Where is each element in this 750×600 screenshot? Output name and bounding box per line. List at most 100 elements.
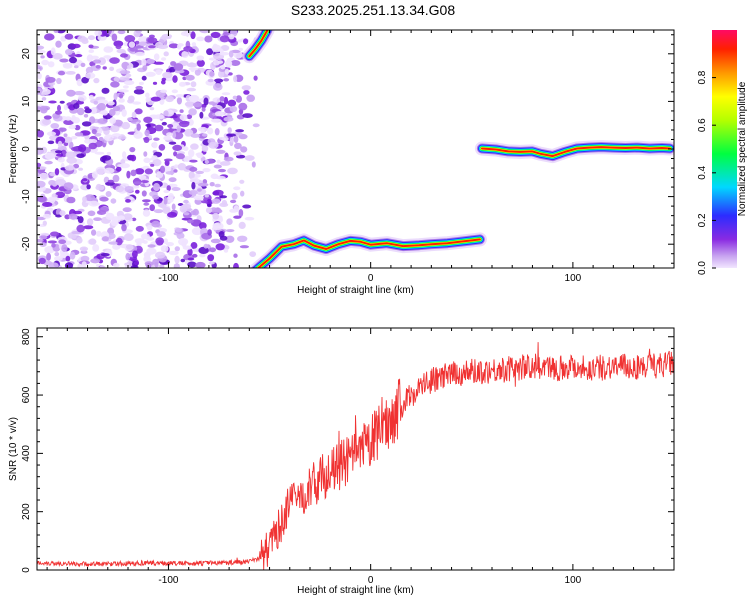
noise-blob bbox=[214, 111, 224, 117]
noise-blob bbox=[99, 196, 109, 202]
snr-y-tick-label: 400 bbox=[21, 445, 32, 462]
noise-blob bbox=[80, 62, 86, 68]
noise-blob bbox=[107, 179, 115, 183]
noise-blob bbox=[115, 237, 123, 246]
noise-blob bbox=[120, 159, 126, 165]
noise-blob bbox=[192, 102, 202, 108]
colorbar-tick-label: 0.4 bbox=[697, 165, 708, 179]
noise-blob bbox=[57, 157, 65, 163]
noise-blob bbox=[74, 65, 79, 69]
noise-blob bbox=[224, 68, 230, 75]
noise-blob bbox=[179, 114, 188, 121]
noise-blob bbox=[42, 220, 47, 226]
noise-blob bbox=[117, 30, 126, 35]
spectrogram-x-tick-label: -100 bbox=[158, 273, 178, 284]
noise-blob bbox=[147, 37, 158, 44]
noise-blob bbox=[199, 253, 206, 258]
noise-blob bbox=[115, 185, 125, 193]
noise-blob bbox=[65, 48, 73, 56]
noise-blob bbox=[69, 56, 77, 64]
noise-blob bbox=[168, 250, 179, 256]
noise-blob bbox=[87, 210, 96, 217]
noise-blob bbox=[124, 262, 130, 266]
noise-blob bbox=[71, 115, 76, 120]
noise-blob bbox=[109, 57, 120, 64]
noise-blob bbox=[138, 81, 144, 86]
noise-blob bbox=[133, 181, 142, 185]
noise-blob bbox=[168, 43, 179, 49]
noise-blob bbox=[181, 51, 189, 58]
noise-blob bbox=[163, 238, 168, 245]
noise-blob bbox=[41, 97, 47, 101]
noise-blob bbox=[207, 254, 215, 262]
noise-blob bbox=[179, 109, 184, 113]
noise-blob bbox=[80, 255, 90, 262]
noise-blob bbox=[37, 50, 46, 54]
noise-blob bbox=[207, 203, 212, 208]
noise-blob bbox=[65, 151, 77, 159]
noise-blob bbox=[165, 171, 175, 175]
noise-blob bbox=[215, 175, 226, 180]
noise-blob bbox=[176, 232, 185, 240]
noise-blob bbox=[142, 199, 151, 203]
noise-blob bbox=[82, 178, 88, 182]
noise-blob bbox=[175, 153, 185, 160]
snr-x-label: Height of straight line (km) bbox=[297, 585, 414, 596]
noise-blob bbox=[86, 218, 94, 226]
colorbar-tick-label: 0.6 bbox=[697, 118, 708, 132]
noise-blob bbox=[161, 57, 167, 61]
noise-blob bbox=[59, 58, 69, 63]
noise-blob bbox=[58, 127, 67, 132]
noise-blob bbox=[64, 214, 71, 220]
noise-blob bbox=[37, 166, 47, 170]
noise-blob bbox=[149, 107, 155, 111]
noise-blob bbox=[156, 231, 166, 238]
noise-blob bbox=[122, 85, 129, 89]
noise-blob bbox=[204, 35, 213, 43]
noise-blob bbox=[204, 193, 209, 198]
noise-blob bbox=[96, 210, 107, 215]
noise-blob bbox=[70, 136, 78, 140]
noise-blob bbox=[117, 164, 124, 168]
noise-blob bbox=[90, 107, 97, 115]
noise-blob bbox=[183, 46, 193, 52]
noise-blob bbox=[147, 244, 156, 248]
noise-blob bbox=[40, 88, 51, 96]
noise-blob bbox=[186, 87, 197, 92]
noise-blob bbox=[153, 61, 164, 65]
colorbar-label: Normalized spectral amplitude bbox=[737, 81, 748, 216]
noise-blob bbox=[115, 45, 122, 50]
snr-x-tick-label: -100 bbox=[158, 575, 178, 586]
noise-blob bbox=[190, 242, 198, 249]
noise-blob bbox=[190, 81, 197, 88]
noise-blob bbox=[227, 99, 237, 107]
noise-blob bbox=[40, 55, 45, 59]
noise-blob bbox=[212, 212, 219, 220]
noise-blob bbox=[165, 242, 174, 247]
noise-blob bbox=[154, 114, 165, 120]
noise-blob bbox=[128, 95, 135, 102]
noise-blob bbox=[88, 200, 99, 207]
noise-blob bbox=[97, 35, 107, 41]
noise-blob bbox=[219, 161, 231, 166]
noise-blob bbox=[143, 136, 150, 143]
noise-blob bbox=[223, 248, 229, 253]
noise-blob bbox=[76, 78, 83, 87]
noise-blob bbox=[180, 31, 190, 37]
noise-blob bbox=[239, 179, 245, 184]
noise-blob bbox=[126, 170, 131, 179]
noise-blob bbox=[238, 47, 243, 52]
noise-blob bbox=[63, 136, 73, 143]
noise-blob bbox=[74, 54, 83, 58]
noise-blob bbox=[131, 217, 137, 222]
noise-blob bbox=[233, 135, 239, 143]
noise-blob bbox=[233, 186, 241, 191]
noise-blob bbox=[150, 96, 161, 102]
noise-blob bbox=[218, 168, 226, 173]
noise-blob bbox=[119, 93, 124, 99]
noise-blob bbox=[142, 209, 151, 217]
noise-blob bbox=[243, 90, 250, 95]
noise-blob bbox=[230, 60, 241, 66]
noise-blob bbox=[133, 131, 143, 139]
